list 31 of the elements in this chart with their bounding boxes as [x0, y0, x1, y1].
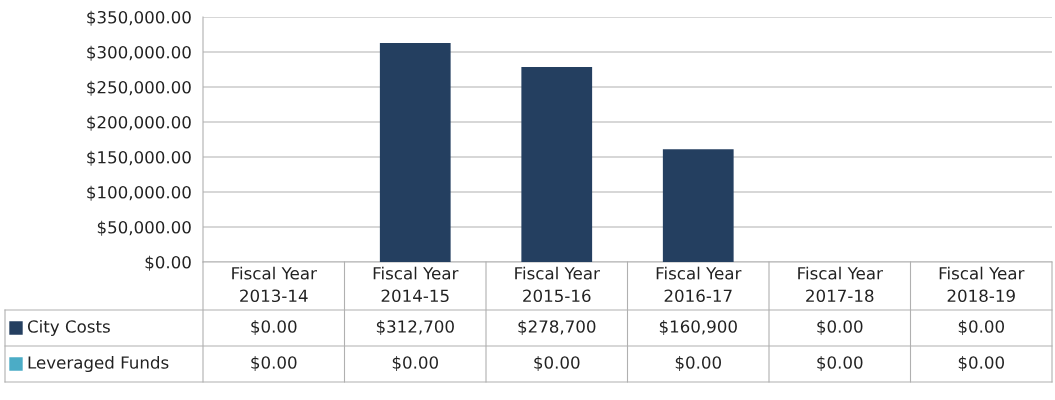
- y-tick-label: $50,000.00: [97, 220, 191, 236]
- x-tick-label: Fiscal Year 2015-16: [515, 266, 600, 303]
- data-label: $0.00: [958, 319, 1004, 336]
- bar: [662, 149, 734, 262]
- data-label: $0.00: [251, 319, 297, 336]
- y-tick-label: $100,000.00: [87, 185, 191, 201]
- data-label: $278,700: [518, 319, 596, 336]
- data-label: $0.00: [817, 355, 863, 372]
- x-tick-label: Fiscal Year 2014-15: [373, 266, 459, 303]
- data-label: $0.00: [817, 319, 863, 336]
- data-label: $0.00: [392, 355, 438, 372]
- y-tick-label: $0.00: [145, 255, 191, 271]
- y-tick-label: $350,000.00: [87, 10, 191, 26]
- x-tick-label: Fiscal Year 2013-14: [232, 266, 317, 303]
- y-tick-label: $150,000.00: [87, 150, 191, 166]
- data-label: $0.00: [251, 355, 297, 372]
- y-tick-label: $200,000.00: [87, 115, 191, 131]
- legend-label: Leveraged Funds: [28, 355, 169, 373]
- y-tick-label: $300,000.00: [87, 45, 191, 61]
- data-label: $312,700: [376, 319, 454, 336]
- data-label: $160,900: [659, 319, 737, 336]
- y-tick-label: $250,000.00: [87, 80, 191, 96]
- data-label: $0.00: [958, 355, 1004, 372]
- x-tick-label: Fiscal Year 2017-18: [798, 266, 883, 303]
- bar: [379, 43, 451, 262]
- x-tick-label: Fiscal Year 2016-17: [656, 266, 742, 303]
- x-tick-label: Fiscal Year 2018-19: [939, 266, 1025, 303]
- legend-label: City Costs: [27, 319, 110, 337]
- data-label: $0.00: [534, 355, 580, 372]
- data-label: $0.00: [675, 355, 721, 372]
- bar: [521, 66, 593, 262]
